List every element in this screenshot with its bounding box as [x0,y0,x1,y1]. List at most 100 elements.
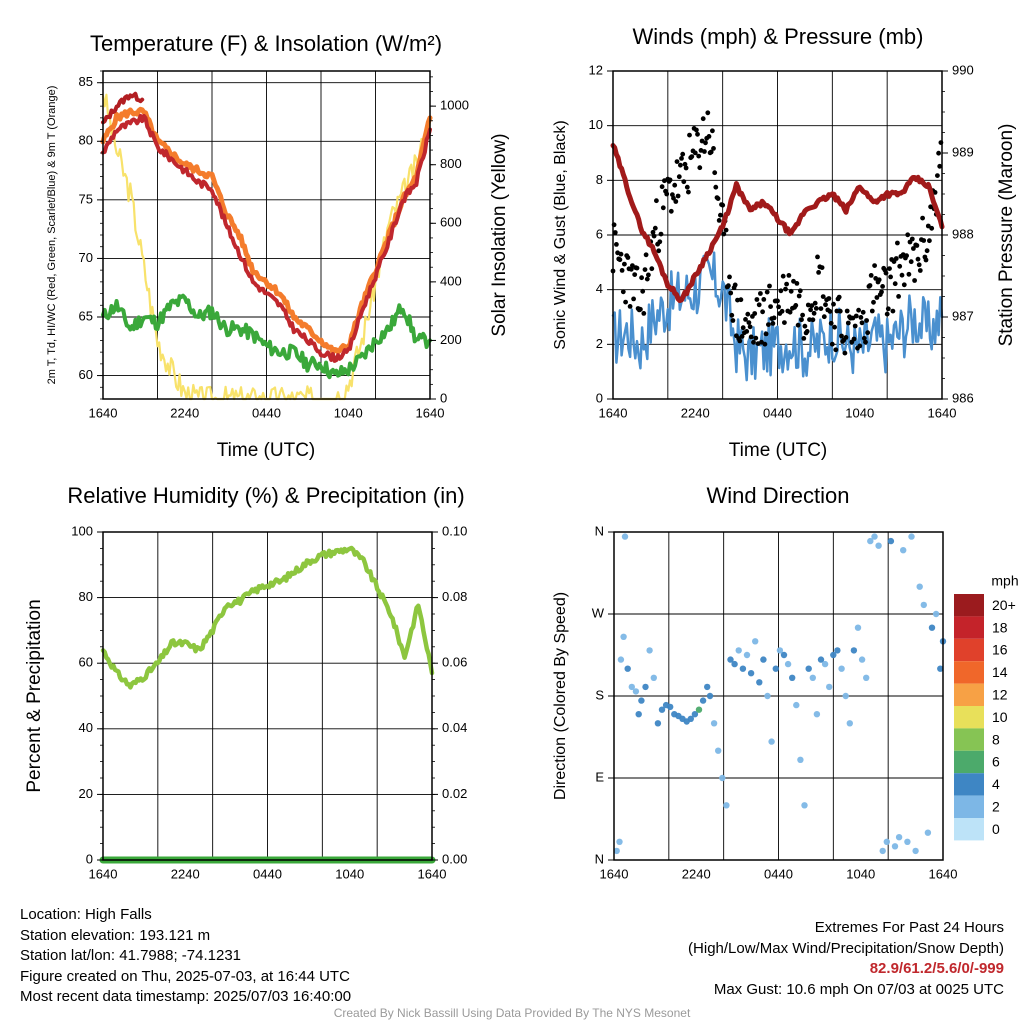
direction-point [813,711,821,718]
gust-point [747,324,753,330]
direction-point [654,720,662,727]
x-tick-label: 1040 [335,866,364,881]
gust-point [837,308,843,314]
direction-point [924,829,932,836]
gust-point [816,270,821,275]
y-tick-label: 0.10 [442,523,467,538]
gust-point [770,321,776,326]
direction-point [706,692,714,700]
y-tick-label: 60 [79,655,93,670]
gust-point [782,320,787,325]
recent-label: Most recent data timestamp: 2025/07/03 1… [20,988,352,1005]
x-tick-label: 1640 [600,866,629,881]
gust-point [807,317,812,322]
legend-swatch [954,616,984,639]
direction-point [739,665,747,672]
gust-point [619,268,625,273]
x-tick-label: 1640 [418,866,447,881]
direction-point [756,679,763,686]
direction-point [830,651,837,659]
created-label: Figure created on Thu, 2025-07-03, at 16… [20,967,350,985]
gust-point [726,283,731,289]
gust-point [863,339,868,345]
gust-point [843,335,849,340]
gust-point [860,309,866,315]
gust-point [880,284,885,289]
direction-point [764,692,771,700]
direction-point [846,720,853,727]
gust-point [811,310,817,316]
gust-point [927,238,932,244]
x-tick-label: 2240 [682,866,711,881]
y-tick-label: 400 [440,273,462,288]
gust-point [706,134,712,139]
winds-pressure-chart: Winds (mph) & Pressure (mb) 0 2 4 6 8 10 12 986 9… [552,24,1017,461]
x-axis-label: Time (UTC) [217,440,316,461]
gust-point [796,293,802,299]
x-tick-label: 2240 [171,866,200,881]
y-tick-label: 0.04 [442,720,467,735]
gust-point [820,294,826,299]
gust-point [871,299,876,305]
direction-point [613,847,620,855]
direction-point [620,633,627,640]
legend-label: 8 [992,731,1000,747]
y-tick-label: S [595,687,604,702]
direction-point [908,533,915,540]
gust-point [622,261,627,267]
gust-point [696,153,702,159]
location-label: Location: High Falls [20,906,152,923]
direction-point [932,610,940,618]
direction-point [928,624,936,631]
gust-point [700,116,706,122]
gust-point [901,282,907,288]
gust-point [754,297,760,302]
gust-point [643,252,649,258]
gust-point [775,298,780,304]
gust-point [743,317,748,322]
gust-point [780,273,786,279]
direction-point [784,660,792,668]
direction-point [867,537,874,545]
speed-legend: mph 20+ 18 16 14 12 10 8 6 4 2 0 [954,573,1019,841]
gust-point [642,267,648,272]
gust-point [727,274,732,280]
legend-label: 4 [992,776,1000,792]
gust-point [904,253,909,259]
extremes-title: Extremes For Past 24 Hours [814,919,1004,936]
direction-point [747,670,755,677]
direction-point [632,688,640,695]
gust-point [852,323,858,329]
direction-point [920,601,927,609]
direction-point [900,547,907,554]
gust-point [810,317,816,323]
y-tick-label: 2 [596,336,603,351]
gust-point [644,276,650,282]
gust-point [762,341,768,347]
gust-point [746,320,752,325]
y-tick-label: 0.00 [442,851,467,866]
direction-point [879,847,886,855]
gust-point [649,266,655,272]
gust-point [808,307,813,313]
legend-swatch [954,661,984,684]
y-tick-label: E [595,769,604,784]
gust-point [793,303,799,308]
direction-point [801,802,808,809]
y-axis-label: 2m T, Td, HI/WC (Red, Green, Scarlet/Blu… [46,86,58,385]
legend-swatch [954,706,984,729]
direction-point [789,674,796,681]
gust-point [911,246,916,251]
gust-point [641,311,647,316]
gust-point [815,254,820,260]
gust-point [865,330,871,336]
y-tick-label: 0.06 [442,655,467,670]
temp-line [101,113,432,363]
y-axis-label: Sonic Wind & Gust (Blue, Black) [552,120,569,349]
gust-point [686,189,691,195]
x-tick-label: 1040 [334,405,363,420]
gust-point [682,161,688,167]
gust-point [729,312,735,318]
gust-point [818,306,824,311]
gust-point [936,150,941,156]
